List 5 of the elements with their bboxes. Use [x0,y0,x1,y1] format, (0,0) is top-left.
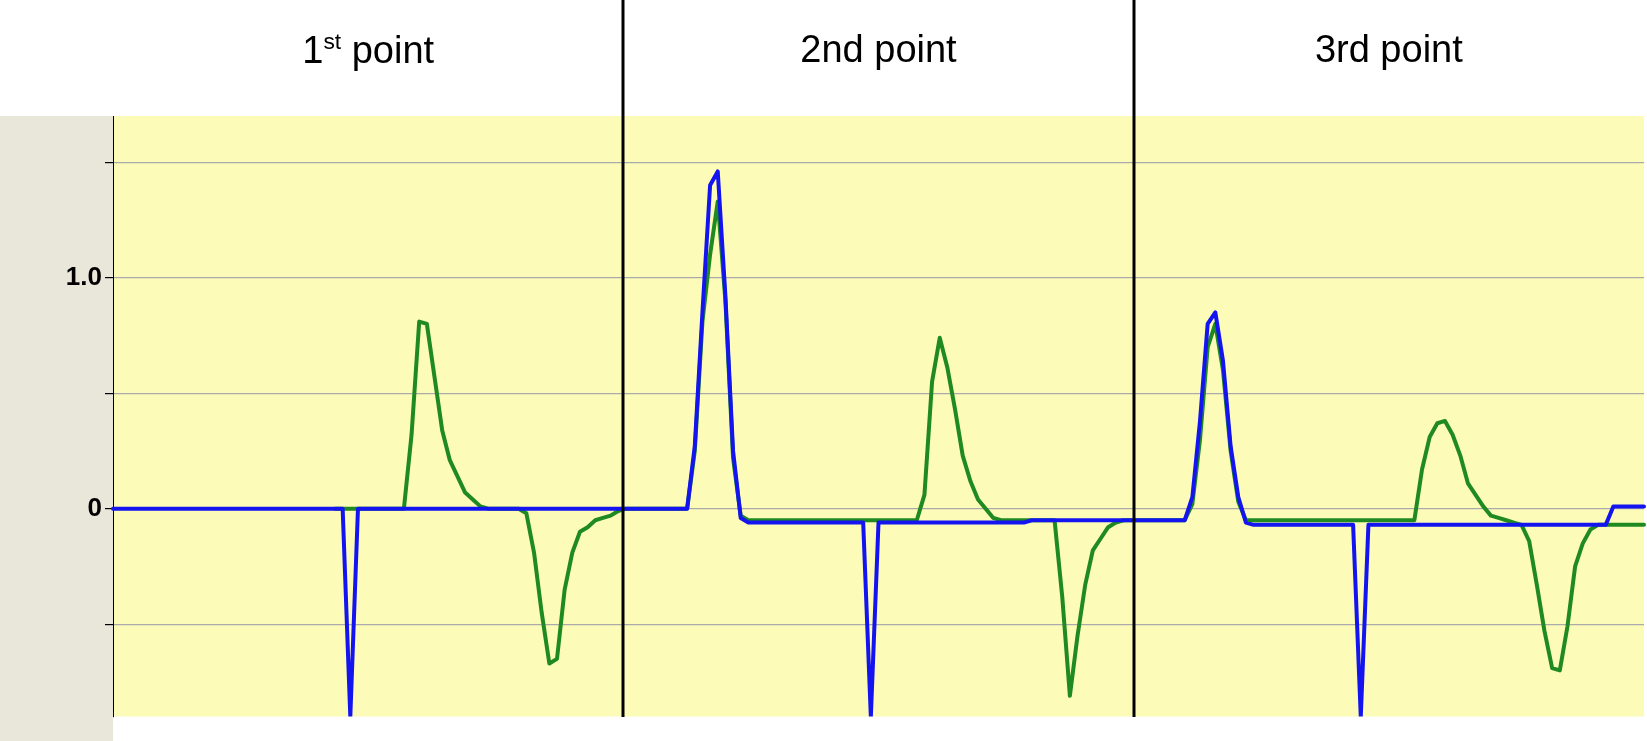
text: 2nd point [800,28,957,71]
y-tick-label: 0 [87,491,102,522]
text: 1$^{st}$ point [302,28,435,72]
text: 3rd point [1314,28,1463,71]
y-tick-label: 1.0 [65,260,102,291]
